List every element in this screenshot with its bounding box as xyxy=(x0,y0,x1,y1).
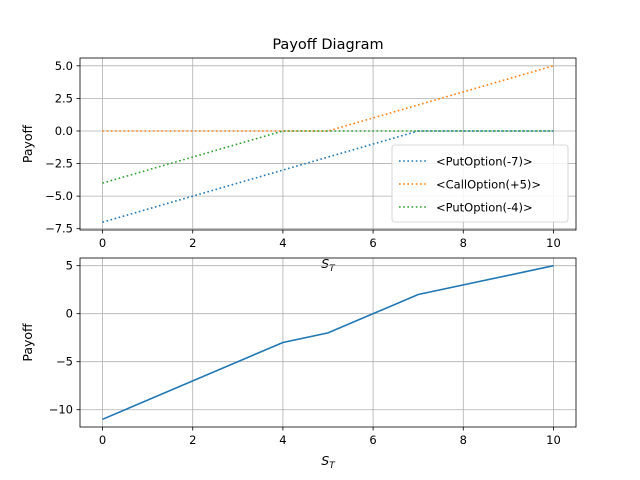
bottom-axes-frame xyxy=(79,257,577,428)
bottom-series-lines xyxy=(102,264,554,421)
legend-label-0: <PutOption(-7)> xyxy=(436,155,533,169)
y-tick-label: 5.0 xyxy=(55,59,73,73)
top-y-axis-label: Payoff xyxy=(20,124,35,163)
legend-box xyxy=(391,144,569,223)
legend-label-1: <CallOption(+5)> xyxy=(436,178,541,192)
top-ticks: 0 2 4 6 8 10 −7.5 −5.0 −2.5 0.0 2.5 5.0 xyxy=(45,59,561,250)
x-axis-label-text: ST xyxy=(321,256,336,274)
x-tick-label: 8 xyxy=(460,236,467,250)
legend-label-2: <PutOption(-4)> xyxy=(436,201,533,215)
bottom-x-axis-label: ST xyxy=(321,453,336,471)
top-x-axis-label: ST xyxy=(321,256,336,274)
x-tick-label: 6 xyxy=(369,236,376,250)
y-tick-label: 0.0 xyxy=(55,124,73,138)
chart-title: Payoff Diagram xyxy=(272,37,383,53)
top-series-line-0 xyxy=(102,130,554,223)
top-series-lines xyxy=(102,65,554,223)
y-tick-label: 0 xyxy=(66,307,73,321)
x-tick-label: 10 xyxy=(546,433,561,447)
y-tick-label: 5 xyxy=(66,259,73,273)
bottom-grid xyxy=(80,258,576,427)
y-tick-label: −5.0 xyxy=(45,189,73,203)
top-chart: 0 2 4 6 8 10 −7.5 −5.0 −2.5 0.0 2.5 5.0 Payoff Diag… xyxy=(20,37,577,274)
x-tick-label: 2 xyxy=(189,236,196,250)
y-tick-label: −7.5 xyxy=(45,222,73,236)
y-tick-label: −5 xyxy=(56,355,73,369)
x-tick-label: 6 xyxy=(369,433,376,447)
x-tick-label: 0 xyxy=(99,433,106,447)
bottom-chart: 0 2 4 6 8 10 −10 −5 0 5 Payoff ST xyxy=(20,257,577,471)
x-tick-label: 0 xyxy=(99,236,106,250)
top-legend: <PutOption(-7)> <CallOption(+5)> <PutOptio… xyxy=(391,144,569,223)
x-axis-label-text: ST xyxy=(321,453,336,471)
x-tick-label: 2 xyxy=(189,433,196,447)
x-tick-label: 4 xyxy=(279,236,286,250)
x-tick-label: 10 xyxy=(546,236,561,250)
bottom-series-line-0 xyxy=(102,264,554,421)
y-tick-label: −2.5 xyxy=(45,157,73,171)
top-axes-frame xyxy=(79,57,577,231)
bottom-y-axis-label: Payoff xyxy=(20,323,35,362)
x-tick-label: 8 xyxy=(460,433,467,447)
y-tick-label: 2.5 xyxy=(55,91,73,105)
bottom-ticks: 0 2 4 6 8 10 −10 −5 0 5 xyxy=(49,259,561,447)
y-tick-label: −10 xyxy=(49,403,73,417)
x-tick-label: 4 xyxy=(279,433,286,447)
